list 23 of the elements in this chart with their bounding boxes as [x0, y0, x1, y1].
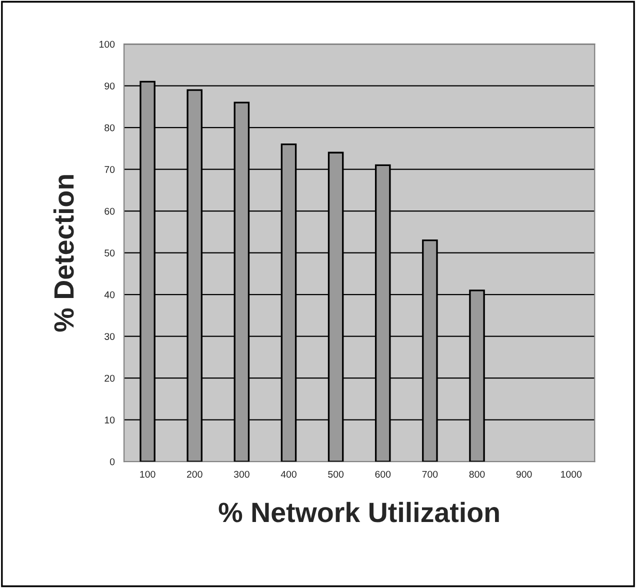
x-tick-label: 100	[140, 470, 156, 478]
y-tick-label: 0	[110, 458, 115, 466]
x-tick-label: 900	[516, 470, 532, 478]
x-tick-label: 300	[234, 470, 250, 478]
x-tick-label: 700	[422, 470, 438, 478]
x-tick-label: 400	[280, 470, 296, 478]
y-tick-label: 70	[104, 166, 115, 173]
y-tick-label: 100	[100, 40, 115, 48]
y-tick-label: 10	[104, 416, 115, 424]
y-tick-label: 50	[104, 250, 115, 256]
x-tick-label: 600	[375, 470, 391, 478]
y-tick-label: 60	[104, 208, 115, 215]
x-tick-label: 800	[469, 470, 485, 478]
y-tick-label: 30	[104, 333, 115, 340]
y-tick-label: 40	[104, 291, 115, 298]
x-tick-label: 200	[186, 470, 202, 478]
y-tick-label: 80	[104, 124, 115, 132]
y-axis-title: % Detection	[53, 175, 74, 332]
y-tick-label: 20	[104, 374, 115, 382]
y-tick-label: 90	[104, 82, 115, 90]
x-axis-title: % Network Utilization	[218, 502, 499, 522]
x-tick-label: 500	[328, 470, 344, 478]
x-tick-label: 1000	[561, 470, 582, 478]
